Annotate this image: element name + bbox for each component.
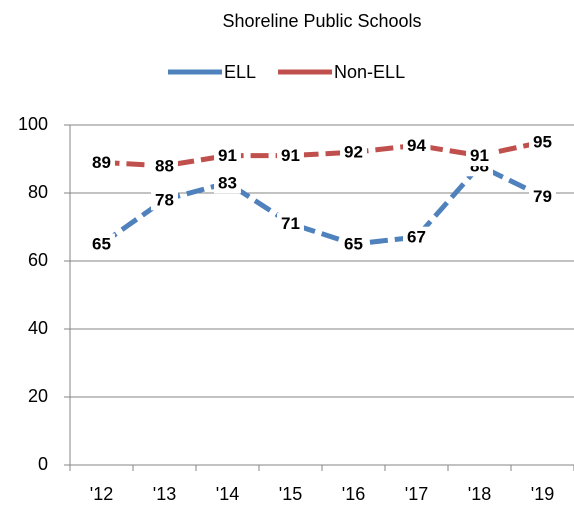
x-tick-label: '13 [153, 484, 176, 504]
data-label-bg [277, 213, 304, 235]
data-label: 71 [281, 214, 300, 233]
y-tick-label: 40 [28, 318, 48, 338]
x-tick-label: '18 [468, 484, 491, 504]
data-label: 91 [281, 146, 300, 165]
data-label: 88 [155, 156, 174, 175]
data-label-bg [214, 145, 241, 167]
data-label-group: 83 [214, 172, 241, 194]
data-label-bg [466, 145, 493, 167]
data-label-bg [277, 145, 304, 167]
y-tick-label: 60 [28, 250, 48, 270]
x-tick-label: '15 [279, 484, 302, 504]
legend-label: Non-ELL [334, 62, 405, 82]
data-label: 95 [533, 132, 552, 151]
data-label-bg [340, 141, 367, 163]
data-label-group: 79 [529, 185, 556, 207]
data-label-group: 89 [88, 151, 115, 173]
data-label-bg [403, 226, 430, 248]
data-label: 91 [470, 146, 489, 165]
x-tick-label: '19 [531, 484, 554, 504]
y-tick-label: 100 [18, 114, 48, 134]
data-label-bg [151, 189, 178, 211]
data-label: 94 [407, 136, 426, 155]
data-label-group: 65 [340, 233, 367, 255]
x-tick-label: '12 [90, 484, 113, 504]
data-label: 89 [92, 153, 111, 172]
legend-label: ELL [224, 62, 256, 82]
y-tick-label: 80 [28, 182, 48, 202]
data-label-bg [403, 134, 431, 156]
data-label: 67 [407, 228, 426, 247]
data-label-group: 65 [88, 233, 115, 255]
data-label-group: 91 [466, 145, 493, 167]
data-label: 78 [155, 190, 174, 209]
data-label: 65 [92, 234, 111, 253]
data-label-group: 88 [151, 155, 178, 177]
data-label-bg [340, 233, 367, 255]
data-label-group: 67 [403, 226, 430, 248]
data-label-bg [529, 185, 556, 207]
data-label-group: 71 [277, 213, 304, 235]
data-label-bg [88, 233, 115, 255]
x-tick-label: '14 [216, 484, 239, 504]
data-label-group: 94 [403, 134, 431, 156]
data-label: 79 [533, 187, 552, 206]
x-tick-label: '16 [342, 484, 365, 504]
data-label-bg [151, 155, 178, 177]
x-tick-label: '17 [405, 484, 428, 504]
data-label-group: 92 [340, 141, 367, 163]
data-label-bg [529, 131, 556, 153]
data-label: 92 [344, 143, 363, 162]
data-label-group: 78 [151, 189, 178, 211]
data-label-group: 95 [529, 131, 556, 153]
chart-title: Shoreline Public Schools [222, 11, 421, 31]
data-label: 65 [344, 234, 363, 253]
data-label: 91 [218, 146, 237, 165]
data-label-bg [88, 151, 115, 173]
data-label-group: 91 [277, 145, 304, 167]
data-label-group: 91 [214, 145, 241, 167]
y-tick-label: 20 [28, 386, 48, 406]
data-label: 83 [218, 173, 237, 192]
data-label-bg [214, 172, 241, 194]
y-tick-label: 0 [38, 454, 48, 474]
